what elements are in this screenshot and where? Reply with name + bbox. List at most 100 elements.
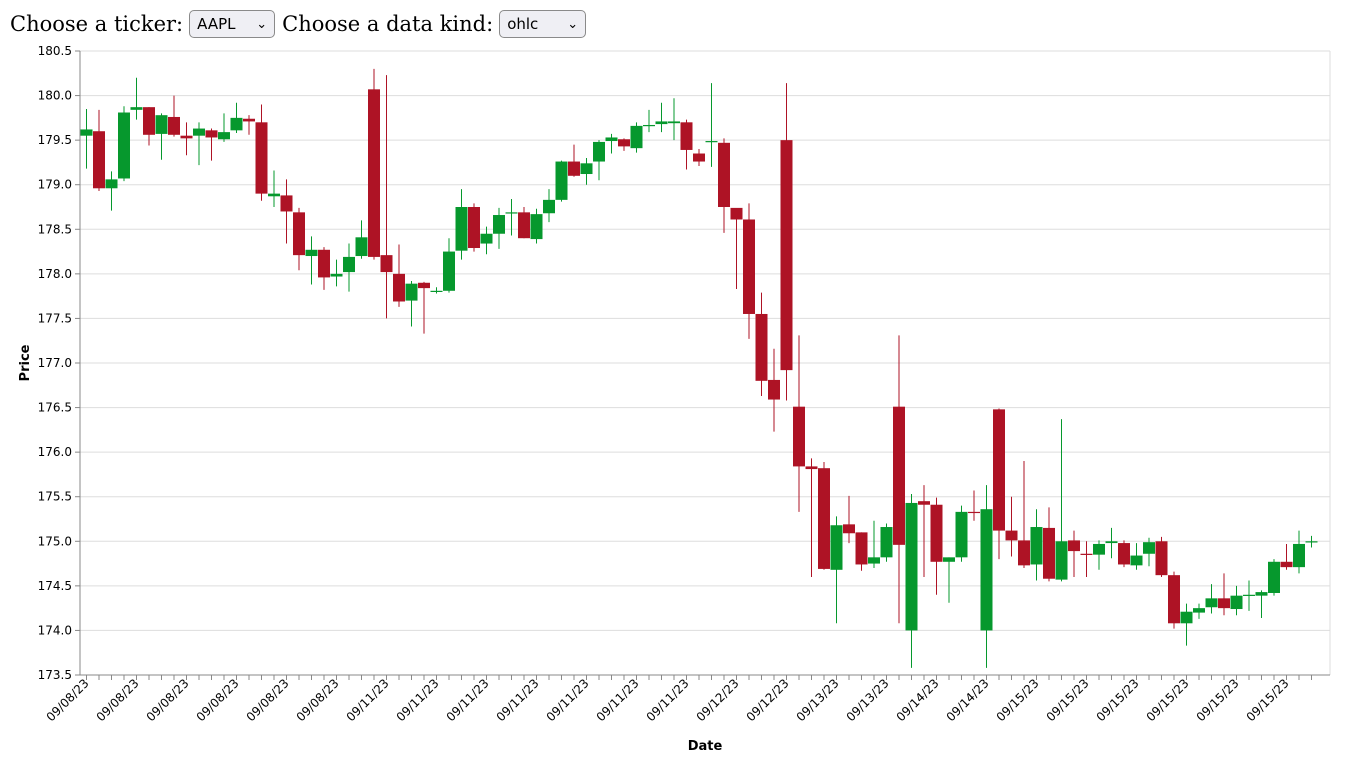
- candle-body: [1143, 542, 1155, 554]
- ticker-select-value: AAPL: [197, 15, 236, 33]
- candle-body: [1268, 561, 1280, 593]
- candle-body: [780, 140, 793, 371]
- candle-body: [368, 89, 380, 257]
- y-tick-label: 177.0: [38, 356, 72, 370]
- candle-body: [718, 142, 730, 207]
- candle-body: [1255, 592, 1268, 596]
- candle-body: [93, 131, 105, 189]
- x-tick-label: 09/14/23: [894, 676, 942, 724]
- candle-body: [868, 557, 880, 564]
- candle-body: [280, 195, 293, 212]
- candle-body: [618, 139, 630, 147]
- candle-body: [80, 129, 93, 136]
- candle-body: [243, 118, 255, 122]
- candle-body: [155, 115, 168, 134]
- candle-body: [680, 122, 693, 150]
- candle-body: [455, 207, 468, 251]
- candle-body: [105, 179, 118, 189]
- candle-body: [693, 153, 705, 162]
- candle-body: [743, 219, 755, 314]
- candle-body: [993, 409, 1005, 531]
- candle-body: [343, 256, 355, 273]
- y-tick-label: 173.5: [38, 668, 72, 682]
- candles: [80, 68, 1318, 668]
- candle-body: [1018, 540, 1030, 566]
- candle-body: [605, 137, 618, 142]
- x-tick-label: 09/11/23: [394, 676, 442, 724]
- candle-body: [1180, 611, 1193, 624]
- candle-body: [1218, 598, 1230, 609]
- y-tick-label: 175.5: [38, 490, 72, 504]
- candle-body: [393, 273, 405, 302]
- candle-body: [918, 501, 930, 505]
- y-tick-label: 176.0: [38, 445, 72, 459]
- candle-body: [630, 125, 643, 149]
- candle-body: [1118, 543, 1130, 565]
- candle-body: [755, 313, 768, 381]
- candle-body: [1055, 541, 1068, 580]
- data-kind-select[interactable]: ohlc ⌄: [499, 10, 587, 38]
- data-kind-select-value: ohlc: [507, 15, 539, 33]
- x-axis-title: Date: [688, 739, 723, 754]
- candle-body: [180, 135, 193, 139]
- x-tick-label: 09/13/23: [844, 676, 892, 724]
- candle-body: [843, 524, 855, 534]
- x-tick-label: 09/11/23: [644, 676, 692, 724]
- candle-body: [855, 532, 868, 565]
- candle-body: [730, 207, 743, 220]
- candle-body: [1193, 608, 1205, 613]
- x-tick-label: 09/15/23: [1094, 676, 1142, 724]
- candle-body: [968, 511, 980, 514]
- candle-body: [405, 283, 418, 301]
- candle-body: [930, 504, 943, 562]
- candle-body: [168, 116, 180, 135]
- candle-body: [905, 502, 918, 631]
- y-tick-label: 178.5: [38, 222, 72, 236]
- y-tick-label: 176.5: [38, 401, 72, 415]
- candle-body: [980, 509, 993, 631]
- candle-body: [268, 193, 280, 197]
- y-tick-label: 177.5: [38, 311, 72, 325]
- candle-body: [1043, 527, 1055, 579]
- chevron-down-icon: ⌄: [256, 16, 268, 32]
- chevron-down-icon: ⌄: [567, 16, 579, 32]
- candle-body: [1230, 595, 1243, 610]
- candle-body: [793, 406, 805, 467]
- candle-body: [255, 122, 268, 194]
- candle-body: [205, 130, 218, 138]
- candle-body: [555, 161, 568, 200]
- candle-body: [443, 251, 455, 291]
- y-tick-label: 179.5: [38, 133, 72, 147]
- candle-body: [655, 121, 668, 125]
- candle-body: [418, 282, 430, 289]
- x-tick-label: 09/15/23: [994, 676, 1042, 724]
- x-tick-label: 09/08/23: [194, 676, 242, 724]
- candle-body: [293, 212, 305, 256]
- x-tick-label: 09/11/23: [594, 676, 642, 724]
- x-tick-label: 09/08/23: [244, 676, 292, 724]
- candle-body: [1068, 540, 1080, 552]
- candle-body: [805, 466, 818, 470]
- candle-body: [830, 525, 843, 570]
- x-tick-label: 09/12/23: [694, 676, 742, 724]
- x-tick-label: 09/11/23: [444, 676, 492, 724]
- controls-bar: Choose a ticker: AAPL ⌄ Choose a data ki…: [10, 9, 593, 39]
- ticker-select[interactable]: AAPL ⌄: [189, 10, 276, 38]
- candle-body: [705, 141, 718, 143]
- gridlines: [80, 50, 1331, 676]
- candle-body: [593, 141, 605, 162]
- candle-body: [543, 199, 555, 214]
- x-tick-label: 09/08/23: [144, 676, 192, 724]
- x-tick-label: 09/08/23: [294, 676, 342, 724]
- candle-body: [943, 557, 955, 562]
- candle-body: [1205, 598, 1218, 608]
- candle-body: [1030, 527, 1043, 565]
- candle-body: [430, 290, 443, 292]
- candle-body: [380, 255, 393, 273]
- candle-body: [518, 212, 530, 239]
- candle-body: [505, 212, 518, 214]
- candle-body: [1130, 555, 1143, 566]
- candle-body: [143, 107, 155, 135]
- candle-body: [230, 117, 243, 131]
